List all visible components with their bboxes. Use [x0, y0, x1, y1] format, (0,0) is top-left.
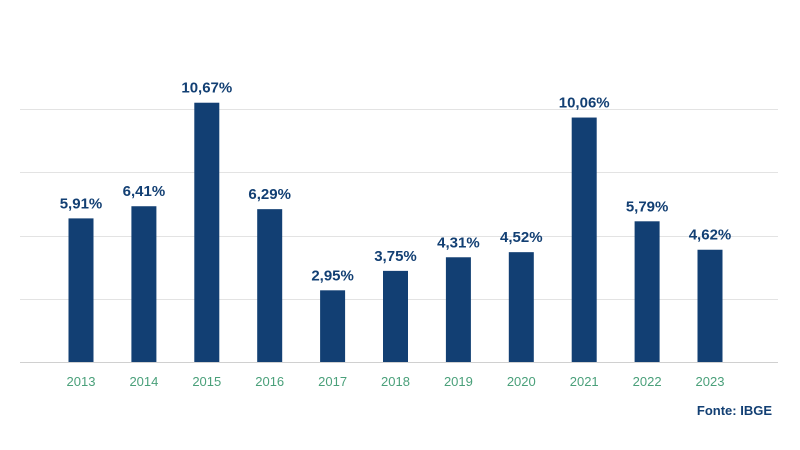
data-labels: 5,91% 6,41% 10,67% 6,29% 2,95% 3,75% 4,31% 4,52…	[60, 80, 732, 285]
x-tick-labels: 2013 2014 2015 2016 2017 2018 2019 2020 2021 2022…	[67, 374, 725, 389]
x-tick-2015: 2015	[192, 374, 221, 389]
data-label-2014: 6,41%	[123, 183, 166, 200]
data-label-2013: 5,91%	[60, 195, 103, 212]
x-tick-2016: 2016	[255, 374, 284, 389]
bars	[68, 102, 723, 363]
x-tick-2014: 2014	[129, 374, 158, 389]
bar-2013	[68, 218, 94, 362]
x-tick-2023: 2023	[696, 374, 725, 389]
x-tick-2020: 2020	[507, 374, 536, 389]
bar-2016	[257, 209, 283, 362]
data-label-2021: 10,06%	[559, 95, 610, 112]
data-label-2018: 3,75%	[374, 248, 417, 265]
data-label-2022: 5,79%	[626, 198, 669, 215]
x-tick-2013: 2013	[67, 374, 96, 389]
bar-2017	[320, 290, 346, 362]
data-label-2015: 10,67%	[181, 80, 232, 97]
bar-2023	[697, 249, 723, 362]
data-label-2017: 2,95%	[311, 267, 354, 284]
x-tick-2017: 2017	[318, 374, 347, 389]
source-note: Fonte: IBGE	[696, 403, 772, 418]
data-label-2020: 4,52%	[500, 229, 543, 246]
x-tick-2021: 2021	[570, 374, 599, 389]
bar-2015	[194, 102, 220, 363]
data-label-2023: 4,62%	[689, 227, 732, 244]
x-tick-2019: 2019	[444, 374, 473, 389]
bar-2022	[634, 221, 660, 362]
bar-2018	[383, 270, 408, 362]
bar-2020	[508, 252, 534, 362]
data-label-2016: 6,29%	[248, 186, 291, 203]
bar-2014	[131, 206, 157, 362]
bar-2019	[445, 257, 471, 362]
bar-2021	[571, 117, 597, 363]
x-tick-2018: 2018	[381, 374, 410, 389]
x-tick-2022: 2022	[633, 374, 662, 389]
data-label-2019: 4,31%	[437, 234, 480, 251]
